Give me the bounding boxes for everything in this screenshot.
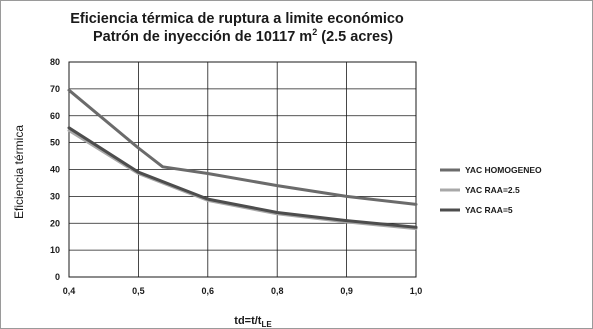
y-tick-label: 80 <box>50 57 60 67</box>
x-tick-label: 0,8 <box>271 286 284 296</box>
legend-label: YAC HOMOGENEO <box>465 165 542 175</box>
x-axis-label: td=t/tLE <box>234 315 272 329</box>
y-tick-label: 40 <box>50 165 60 175</box>
x-tick-label: 0,4 <box>63 286 76 296</box>
chart-title-line2-end: (2.5 acres) <box>317 29 393 45</box>
x-tick-label: 1,0 <box>410 286 423 296</box>
x-tick-label: 0,9 <box>340 286 353 296</box>
chart-title-line2-sup: 2 <box>312 27 317 37</box>
x-tick-label: 0,5 <box>132 286 145 296</box>
chart-title-line2-main: Patrón de inyección de 10117 m <box>93 29 312 45</box>
legend-label: YAC RAA=2.5 <box>465 185 520 195</box>
y-tick-label: 70 <box>50 84 60 94</box>
y-tick-label: 50 <box>50 138 60 148</box>
y-tick-label: 20 <box>50 218 60 228</box>
y-tick-label: 10 <box>50 245 60 255</box>
chart-title-line2: Patrón de inyección de 10117 m2 (2.5 acr… <box>93 27 393 45</box>
x-axis-label-sub: LE <box>261 320 272 329</box>
y-axis-label: Eficiencia térmica <box>12 125 26 219</box>
chart-title-line1: Eficiencia térmica de ruptura a limite e… <box>70 11 404 27</box>
y-tick-label: 30 <box>50 191 60 201</box>
x-axis-label-main: td=t/t <box>234 315 262 327</box>
y-tick-label: 0 <box>55 272 60 282</box>
legend-label: YAC RAA=5 <box>465 205 513 215</box>
series-line-1 <box>67 88 418 206</box>
y-tick-label: 60 <box>50 111 60 121</box>
x-tick-label: 0,6 <box>202 286 215 296</box>
plot-area: 0 10 20 30 40 50 60 70 80 0,4 0,5 0,6 0,8 0,9 1,0 <box>50 57 422 296</box>
legend: YAC HOMOGENEO YAC RAA=2.5 YAC RAA=5 <box>440 165 542 215</box>
series-line-3 <box>67 126 418 229</box>
